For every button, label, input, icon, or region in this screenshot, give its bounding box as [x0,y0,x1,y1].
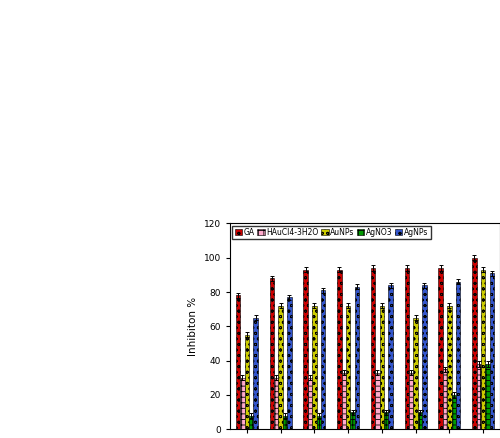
Bar [414,318,418,429]
Bar [404,268,409,429]
Legend: GA, HAuCl4-3H2O, AuNPs, AgNO3, AgNPs: GA, HAuCl4-3H2O, AuNPs, AgNO3, AgNPs [232,226,430,239]
Bar [308,378,312,429]
Bar [283,416,287,429]
Bar [316,416,321,429]
Bar [481,270,486,429]
Bar [249,416,254,429]
Bar [350,412,354,429]
Bar [443,369,447,429]
Bar [304,270,308,429]
Bar [418,412,422,429]
Bar [388,285,393,429]
Bar [472,258,476,429]
Bar [490,273,494,429]
Bar [274,378,278,429]
Bar [380,306,384,429]
Bar [342,373,346,429]
Bar [287,297,292,429]
Bar [384,412,388,429]
Bar [438,268,443,429]
Bar [476,364,481,429]
Bar [486,364,490,429]
Bar [312,306,316,429]
Bar [240,378,244,429]
Bar [346,306,350,429]
Y-axis label: Inhibiton %: Inhibiton % [188,297,198,356]
Bar [321,290,326,429]
Bar [278,306,283,429]
Bar [452,395,456,429]
Bar [354,287,359,429]
Bar [409,373,414,429]
Bar [236,296,240,429]
Bar [244,335,249,429]
Bar [447,306,452,429]
Bar [254,318,258,429]
Bar [270,278,274,429]
Bar [376,373,380,429]
Bar [337,270,342,429]
Bar [371,268,376,429]
Bar [422,285,426,429]
Bar [456,282,460,429]
